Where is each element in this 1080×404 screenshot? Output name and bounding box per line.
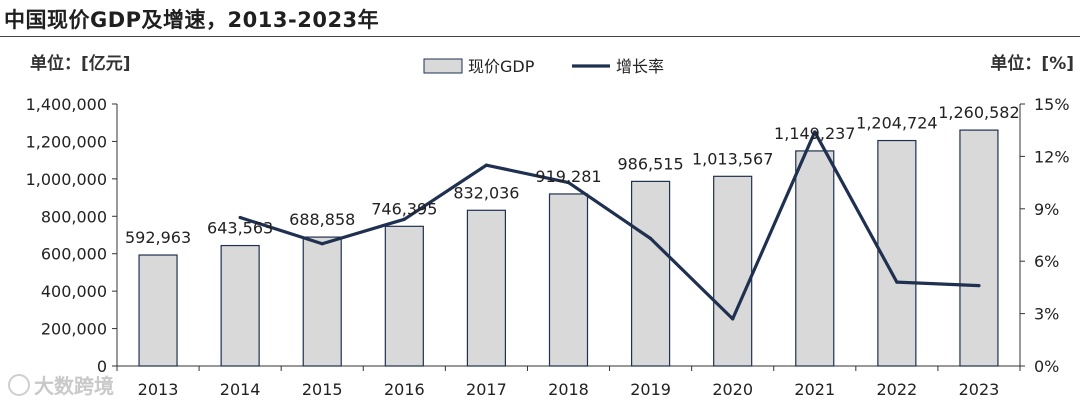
- left-axis-tick-label: 1,400,000: [26, 95, 107, 114]
- gdp-data-label: 592,963: [125, 228, 191, 247]
- growth-rate-point: [977, 284, 981, 288]
- right-axis-unit: 单位：[%]: [990, 54, 1074, 74]
- gdp-data-label: 688,858: [289, 210, 355, 229]
- x-axis-tick-label: 2018: [548, 380, 589, 399]
- left-axis-tick-label: 0: [97, 357, 107, 376]
- gdp-bar: [220, 244, 260, 367]
- right-axis-tick-label: 6%: [1034, 252, 1059, 271]
- watermark: 大数跨境: [8, 370, 114, 399]
- right-axis-tick-label: 0%: [1034, 357, 1059, 376]
- left-axis-tick-label: 400,000: [41, 282, 107, 301]
- left-axis-tick-label: 800,000: [41, 207, 107, 226]
- growth-rate-point: [566, 181, 571, 185]
- gdp-bar: [877, 139, 917, 367]
- growth-rate-point: [895, 280, 899, 284]
- x-axis-tick-label: 2017: [466, 380, 507, 399]
- gdp-bar: [959, 129, 999, 367]
- gdp-data-label: 986,515: [618, 154, 684, 173]
- watermark-text: 大数跨境: [34, 374, 114, 398]
- x-axis-tick-label: 2023: [959, 380, 1000, 399]
- gdp-bar: [630, 180, 671, 367]
- legend-line-label: 增长率: [616, 57, 664, 76]
- x-axis-tick-label: 2014: [220, 380, 261, 399]
- gdp-data-label: 832,036: [453, 183, 519, 202]
- gdp-data-label: 1,149,237: [774, 124, 855, 143]
- growth-rate-point: [402, 217, 406, 221]
- x-axis-tick-label: 2020: [712, 380, 753, 399]
- left-axis-tick-label: 600,000: [41, 245, 107, 264]
- gdp-bar: [138, 254, 178, 367]
- gdp-bar: [302, 236, 342, 367]
- growth-rate-point: [731, 317, 735, 321]
- gdp-data-label: 919,281: [535, 167, 601, 186]
- growth-rate-point: [484, 163, 489, 167]
- gdp-bar: [548, 193, 589, 367]
- legend-bar-swatch: [423, 58, 463, 74]
- growth-rate-line: [239, 130, 980, 321]
- gdp-data-label: 643,563: [207, 219, 273, 238]
- left-axis-tick-label: 200,000: [41, 320, 107, 339]
- gdp-data-label: 1,204,724: [856, 114, 937, 133]
- right-axis-tick-label: 15%: [1034, 95, 1070, 114]
- gdp-data-label: 746,395: [371, 199, 437, 218]
- left-axis-tick-label: 1,200,000: [26, 132, 107, 151]
- left-axis-tick-label: 1,000,000: [26, 170, 107, 189]
- growth-rate-point: [238, 215, 242, 220]
- x-axis-tick-label: 2015: [302, 380, 343, 399]
- right-axis-tick-label: 3%: [1034, 305, 1059, 324]
- gdp-data-label: 1,260,582: [938, 103, 1019, 122]
- x-axis-tick-label: 2019: [630, 380, 671, 399]
- x-axis-tick-label: 2022: [877, 380, 918, 399]
- gdp-bar: [466, 209, 507, 367]
- right-axis-tick-label: 12%: [1034, 147, 1070, 166]
- watermark-logo-icon: [8, 373, 30, 396]
- x-axis-tick-label: 2016: [384, 380, 425, 399]
- gdp-bar: [384, 225, 424, 367]
- x-axis-tick-label: 2021: [794, 380, 835, 399]
- gdp-bar: [713, 175, 753, 367]
- growth-rate-point: [320, 242, 324, 246]
- gdp-data-label: 1,013,567: [692, 149, 773, 168]
- chart-title: 中国现价GDP及增速，2013-2023年: [4, 8, 380, 32]
- right-axis-tick-label: 9%: [1034, 200, 1059, 219]
- x-axis-tick-label: 2013: [138, 380, 179, 399]
- legend-bar-label: 现价GDP: [468, 57, 535, 76]
- growth-rate-point: [648, 236, 653, 241]
- left-axis-unit: 单位：[亿元]: [30, 54, 131, 74]
- title-divider: [0, 36, 1080, 37]
- gdp-bar: [795, 150, 835, 367]
- growth-rate-point: [813, 130, 817, 134]
